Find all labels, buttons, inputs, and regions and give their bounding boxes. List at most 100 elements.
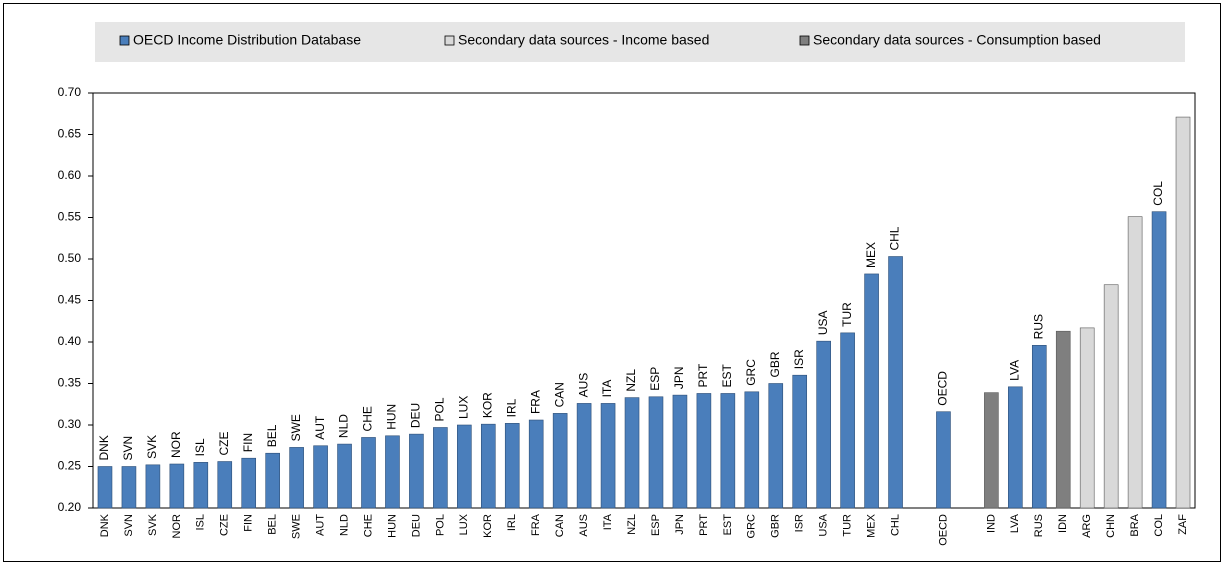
- bar: [768, 383, 784, 509]
- bar-label: NLD: [337, 414, 351, 438]
- bar-label: AUT: [313, 415, 327, 440]
- bar: [217, 461, 233, 509]
- bar: [1008, 386, 1023, 509]
- bar-label: GBR: [768, 351, 782, 377]
- bar-label: RUS: [1031, 314, 1045, 339]
- bar-label: JPN: [672, 366, 686, 389]
- x-tick-label: CZE: [219, 514, 231, 536]
- bar: [600, 403, 616, 509]
- bar: [1103, 284, 1119, 509]
- bar: [792, 374, 808, 509]
- x-tick-label: ARG: [1081, 514, 1093, 538]
- bar-label: CHL: [888, 226, 902, 250]
- bar: [241, 457, 257, 509]
- x-tick-label: COL: [1153, 514, 1165, 537]
- legend-label: OECD Income Distribution Database: [133, 32, 361, 48]
- bar: [1175, 116, 1191, 509]
- x-tick-label: ZAF: [1177, 514, 1189, 535]
- x-tick-label: LUX: [458, 513, 470, 535]
- x-tick-label: AUS: [578, 514, 590, 537]
- bar: [1151, 211, 1167, 509]
- x-tick-label: FRA: [530, 513, 542, 536]
- bar: [1127, 216, 1143, 509]
- x-tick-label: GBR: [770, 514, 782, 538]
- x-tick-label: IRL: [506, 514, 518, 531]
- bar: [385, 435, 400, 509]
- bar-label: SVK: [145, 435, 159, 459]
- bar-label: HUN: [385, 404, 399, 430]
- bar-label: GRC: [744, 359, 758, 386]
- bar-label: KOR: [480, 392, 494, 418]
- bar: [433, 427, 448, 509]
- x-tick-label: HUN: [386, 514, 398, 538]
- bar-label: POL: [433, 397, 447, 421]
- bar: [337, 443, 352, 509]
- bar-label: MEX: [864, 242, 878, 268]
- x-tick-label: RUS: [1033, 514, 1045, 537]
- bar: [504, 423, 520, 509]
- bar: [193, 462, 209, 509]
- x-tick-label: FIN: [243, 514, 255, 532]
- bar-label: FIN: [241, 433, 255, 452]
- bar: [864, 273, 879, 509]
- bar: [696, 393, 712, 509]
- x-tick-label: IND: [985, 514, 997, 533]
- y-tick-label: 0.45: [58, 293, 82, 307]
- y-tick-label: 0.65: [58, 127, 82, 141]
- x-tick-label: DNK: [99, 513, 111, 537]
- bar-label: LUX: [456, 396, 470, 419]
- bar: [1055, 330, 1071, 509]
- bar-label: NOR: [169, 431, 183, 458]
- x-tick-label: DEU: [410, 514, 422, 537]
- y-tick-label: 0.60: [58, 168, 82, 182]
- x-tick-label: CHN: [1105, 514, 1117, 538]
- x-tick-label: TUR: [842, 514, 854, 537]
- bar-label: CZE: [217, 432, 231, 456]
- legend-box: [95, 22, 1185, 62]
- bar: [457, 424, 472, 509]
- x-tick-label: ESP: [650, 514, 662, 536]
- y-tick-label: 0.40: [58, 334, 82, 348]
- y-tick-label: 0.35: [58, 376, 82, 390]
- bar-label: COL: [1151, 181, 1165, 206]
- x-tick-label: ITA: [602, 513, 614, 530]
- bar-label: PRT: [696, 363, 710, 387]
- bar: [936, 411, 951, 509]
- x-tick-label: SVK: [147, 513, 159, 536]
- x-tick-label: POL: [434, 514, 446, 536]
- bar: [816, 340, 831, 509]
- x-tick-label: IDN: [1057, 514, 1069, 533]
- bar: [744, 391, 760, 509]
- bar-label: CHE: [361, 406, 375, 431]
- bar-label: DNK: [97, 435, 111, 460]
- x-tick-label: KOR: [482, 514, 494, 538]
- bar: [313, 445, 328, 509]
- bar: [528, 419, 544, 509]
- bar-label: ISR: [792, 349, 806, 369]
- bar-label: AUS: [576, 373, 590, 398]
- y-tick-label: 0.50: [58, 251, 82, 265]
- bar-label: CAN: [552, 382, 566, 407]
- bar: [648, 396, 664, 509]
- x-tick-label: NLD: [338, 514, 350, 536]
- bar-label: LVA: [1007, 360, 1021, 381]
- bar: [289, 447, 304, 509]
- bar: [720, 393, 736, 509]
- x-tick-label: MEX: [865, 513, 877, 538]
- bar: [552, 413, 568, 509]
- bar: [145, 464, 161, 509]
- y-tick-label: 0.20: [58, 500, 82, 514]
- bar-label: USA: [816, 310, 830, 335]
- x-tick-label: AUT: [314, 514, 326, 536]
- bar: [361, 437, 376, 509]
- x-tick-label: BRA: [1129, 513, 1141, 536]
- bar: [672, 394, 688, 509]
- y-tick-label: 0.55: [58, 210, 82, 224]
- x-tick-label: CHE: [362, 514, 374, 537]
- bar-label: ISL: [193, 438, 207, 456]
- x-tick-label: LVA: [1009, 513, 1021, 533]
- bar: [409, 433, 424, 509]
- frame: [3, 3, 1221, 562]
- x-tick-label: GRC: [746, 514, 758, 539]
- bar-label: EST: [720, 363, 734, 387]
